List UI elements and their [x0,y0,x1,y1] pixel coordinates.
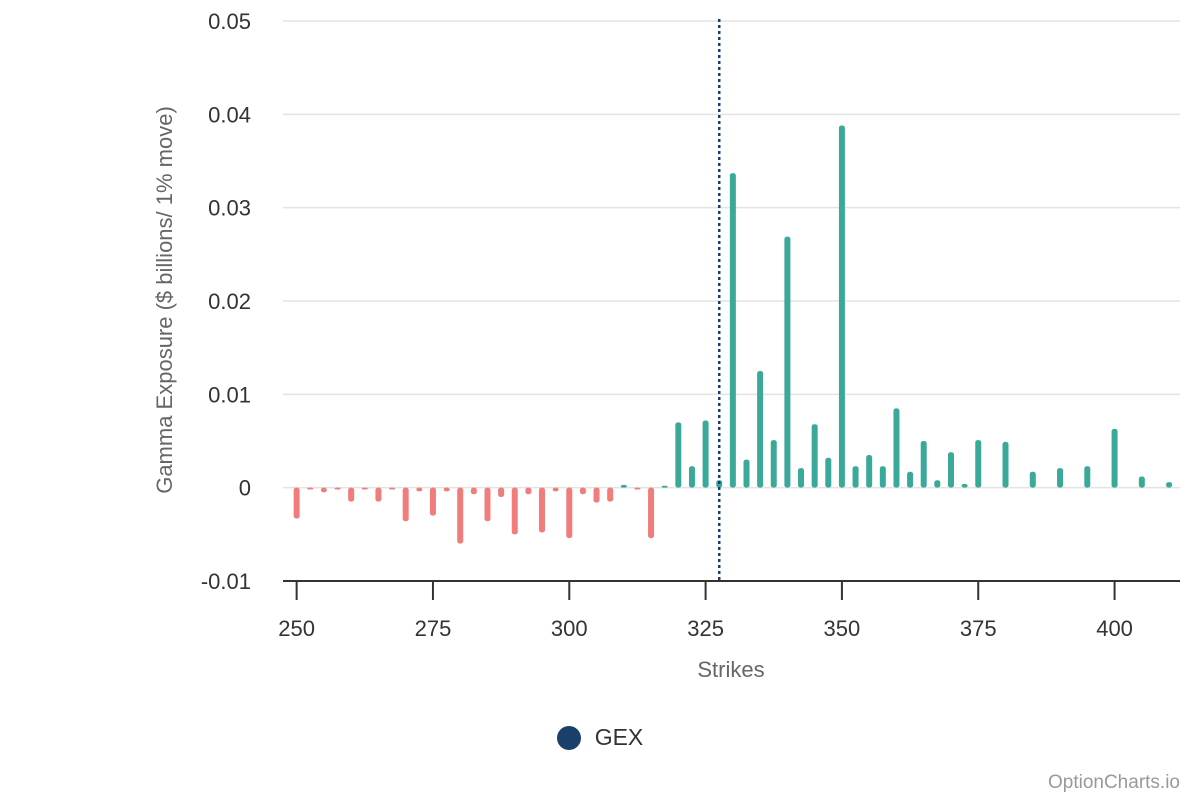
legend-marker [556,725,581,750]
gex-bar[interactable] [552,487,559,492]
gex-bar[interactable] [893,408,900,488]
gex-bar[interactable] [593,487,600,503]
gex-bar[interactable] [1029,471,1036,488]
gex-bar[interactable] [375,487,382,502]
x-tick-label: 400 [1096,616,1133,641]
gex-bar[interactable] [566,487,573,539]
gex-bar[interactable] [838,125,845,488]
legend: GEX [0,724,1200,751]
gex-bar[interactable] [511,487,518,535]
gex-bar[interactable] [429,487,436,516]
gex-bar[interactable] [1111,428,1118,488]
gex-bar[interactable] [293,487,300,519]
gex-bar[interactable] [443,487,450,492]
y-axis-title: Gamma Exposure ($ billions/ 1% move) [152,106,177,494]
gex-bar[interactable] [402,487,409,522]
gex-bar[interactable] [607,487,614,502]
gex-bar[interactable] [675,422,682,488]
gex-bar[interactable] [934,480,941,488]
axes: -0.01 0 0.01 0.02 0.03 0.04 0.05 250 275 300 325 35… [201,9,1180,641]
gex-bar[interactable] [811,424,818,488]
gex-bar[interactable] [852,466,859,488]
gex-bar[interactable] [1138,476,1145,488]
gex-bar[interactable] [825,457,832,488]
y-tick-label: -0.01 [201,569,251,594]
y-tick-label: 0.04 [208,102,251,127]
gex-bar[interactable] [661,485,668,488]
x-tick-label: 350 [824,616,861,641]
credit-text[interactable]: OptionCharts.io [1047,772,1180,793]
gex-bar[interactable] [620,484,627,488]
gex-bar[interactable] [879,466,886,488]
gex-bar[interactable] [634,487,641,490]
y-tick-label: 0.01 [208,382,251,407]
gex-bar[interactable] [688,466,695,488]
gex-bar[interactable] [770,440,777,488]
gex-bar[interactable] [920,441,927,488]
gex-bar[interactable] [743,459,750,488]
gex-bar[interactable] [798,468,805,488]
gex-bar[interactable] [307,487,314,490]
x-tick-label: 275 [415,616,452,641]
legend-label: GEX [594,724,644,750]
gex-bar[interactable] [784,236,791,488]
gex-bar[interactable] [648,487,655,539]
y-tick-label: 0 [239,476,251,501]
y-tick-label: 0.05 [208,9,251,34]
gex-bar[interactable] [389,487,396,490]
gex-bar[interactable] [757,371,764,488]
gex-bar[interactable] [947,452,954,488]
gex-bar[interactable] [470,487,477,495]
gex-bar[interactable] [484,487,491,522]
gex-bar[interactable] [907,471,914,488]
gex-bar[interactable] [1057,468,1064,488]
y-tick-label: 0.03 [208,196,251,221]
gex-bar[interactable] [525,487,532,495]
bars [293,125,1173,544]
legend-item-gex[interactable]: GEX [556,724,644,751]
gex-bar[interactable] [539,487,546,533]
gex-bar[interactable] [975,440,982,488]
gex-bar[interactable] [866,455,873,488]
gex-bar[interactable] [1166,482,1173,488]
gex-bar[interactable] [334,487,341,490]
x-tick-label: 250 [278,616,315,641]
gex-bar[interactable] [1084,466,1091,488]
gex-bar[interactable] [320,487,327,493]
gex-bar[interactable] [961,483,968,488]
gex-bar[interactable] [1002,441,1009,488]
gex-bar[interactable] [729,173,736,488]
x-tick-label: 375 [960,616,997,641]
gex-bar[interactable] [361,487,368,490]
gex-bar[interactable] [457,487,464,544]
y-tick-label: 0.02 [208,289,251,314]
x-axis-title: Strikes [697,657,764,682]
gex-bar[interactable] [348,487,355,502]
gex-bar[interactable] [579,487,586,495]
gex-bar[interactable] [498,487,505,497]
gex-bar[interactable] [702,420,709,488]
gex-bar[interactable] [416,487,423,492]
x-tick-label: 325 [687,616,724,641]
x-tick-label: 300 [551,616,588,641]
